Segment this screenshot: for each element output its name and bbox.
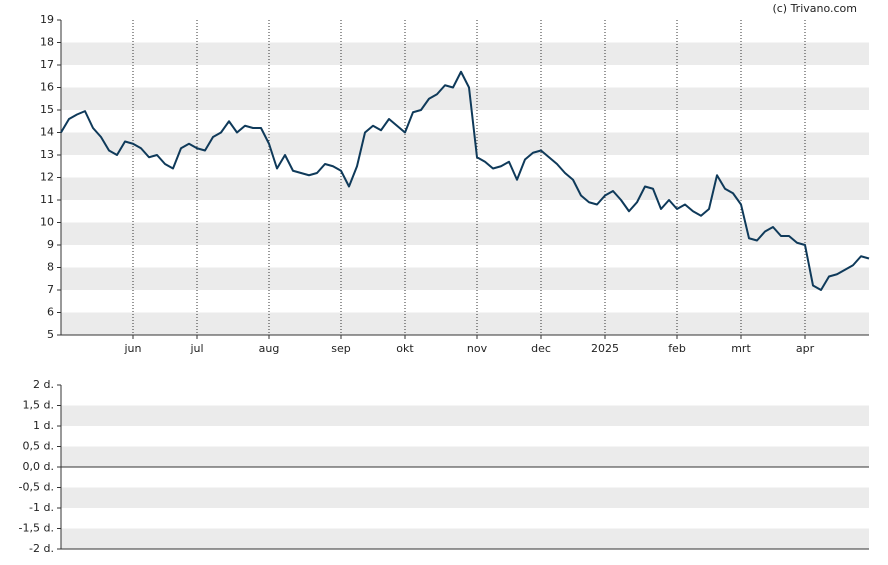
x-tick-label: dec — [531, 342, 551, 355]
band — [61, 528, 869, 549]
y-tick-label: 16 — [40, 81, 54, 94]
band — [61, 446, 869, 467]
y-tick-label: 12 — [40, 171, 54, 184]
band — [61, 42, 869, 65]
y-tick-label: 13 — [40, 148, 54, 161]
band — [61, 132, 869, 155]
x-tick-label: sep — [331, 342, 350, 355]
y-tick-label: -1,5 d. — [19, 522, 54, 535]
y-tick-label: 17 — [40, 58, 54, 71]
x-tick-label: nov — [467, 342, 488, 355]
y-tick-label: 14 — [40, 126, 54, 139]
x-tick-label: 2025 — [591, 342, 619, 355]
price-line — [60, 70, 870, 291]
y-tick-label: 0,5 d. — [23, 440, 54, 453]
y-tick-label: 5 — [47, 328, 54, 341]
y-tick-label: 1,5 d. — [23, 399, 54, 412]
band — [61, 405, 869, 426]
y-tick-label: 7 — [47, 283, 54, 296]
x-tick-label: mrt — [731, 342, 751, 355]
band — [61, 222, 869, 245]
y-tick-label: 11 — [40, 193, 54, 206]
band — [61, 487, 869, 508]
band — [61, 312, 869, 335]
y-tick-label: 6 — [47, 306, 54, 319]
x-tick-label: aug — [259, 342, 280, 355]
x-tick-label: apr — [796, 342, 815, 355]
band — [61, 267, 869, 290]
band — [61, 177, 869, 200]
x-tick-label: jun — [124, 342, 142, 355]
y-tick-label: 0,0 d. — [23, 460, 54, 473]
x-tick-label: feb — [668, 342, 686, 355]
y-tick-label: 10 — [40, 216, 54, 229]
y-tick-label: 9 — [47, 238, 54, 251]
y-tick-label: 1 d. — [33, 419, 54, 432]
x-tick-label: okt — [396, 342, 414, 355]
y-tick-label: 2 d. — [33, 378, 54, 391]
y-tick-label: 8 — [47, 261, 54, 274]
band — [61, 87, 869, 110]
y-tick-label: -1 d. — [29, 501, 54, 514]
y-tick-label: -0,5 d. — [19, 481, 54, 494]
y-tick-label: 19 — [40, 13, 54, 26]
watermark: (c) Trivano.com — [772, 2, 857, 15]
y-tick-label: 15 — [40, 103, 54, 116]
x-tick-label: jul — [189, 342, 203, 355]
y-tick-label: 18 — [40, 36, 54, 49]
y-tick-label: -2 d. — [29, 542, 54, 555]
